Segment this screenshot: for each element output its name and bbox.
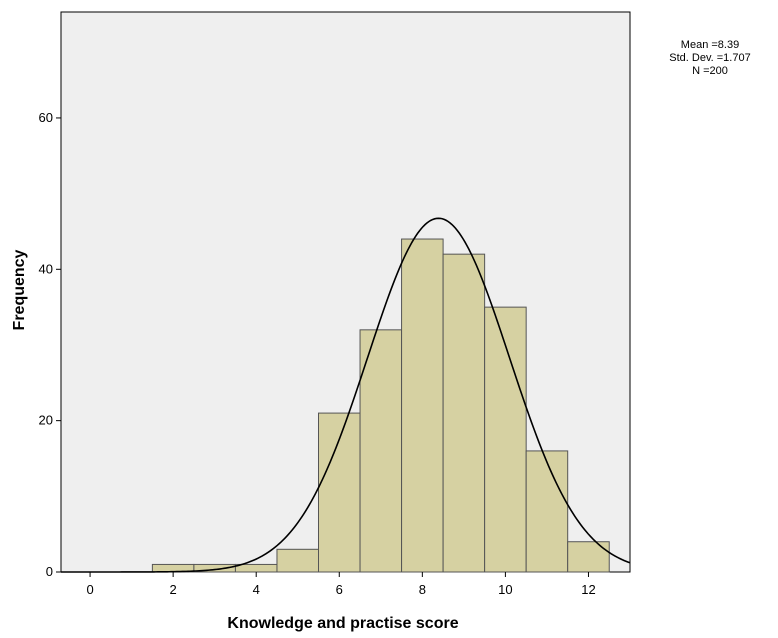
stats-std-dev: Std. Dev. =1.707 — [669, 52, 750, 64]
histogram-bar-9 — [442, 253, 486, 573]
histogram-bar-5 — [276, 548, 320, 573]
histogram-bar-4 — [234, 563, 278, 573]
x-tick-label-8: 8 — [419, 582, 426, 597]
stats-box: Mean =8.39 Std. Dev. =1.707 N =200 — [669, 39, 750, 77]
histogram-bar-11 — [525, 450, 569, 573]
histogram-bar-12 — [567, 541, 610, 573]
y-tick-label-20: 20 — [39, 413, 53, 428]
histogram-bar-10 — [484, 306, 527, 573]
histogram-bar-7 — [359, 329, 403, 573]
x-tick-label-2: 2 — [170, 582, 177, 597]
y-tick-label-60: 60 — [39, 110, 53, 125]
y-tick-label-0: 0 — [46, 564, 53, 579]
histogram-bar-6 — [318, 412, 361, 573]
axes-group: 0 2 4 6 8 10 12 0 20 40 60 — [39, 110, 596, 597]
y-tick-label-40: 40 — [39, 261, 53, 276]
stats-mean: Mean =8.39 — [681, 39, 739, 51]
normal-curve — [61, 217, 631, 573]
x-tick-label-6: 6 — [336, 582, 343, 597]
stats-n: N =200 — [692, 65, 728, 77]
x-tick-label-12: 12 — [581, 582, 595, 597]
x-tick-label-10: 10 — [498, 582, 512, 597]
histogram-bar-8 — [401, 238, 444, 573]
y-axis-title: Frequency — [11, 249, 28, 330]
x-tick-label-0: 0 — [86, 582, 93, 597]
x-axis-title: Knowledge and practise score — [227, 615, 458, 632]
x-tick-label-4: 4 — [253, 582, 260, 597]
